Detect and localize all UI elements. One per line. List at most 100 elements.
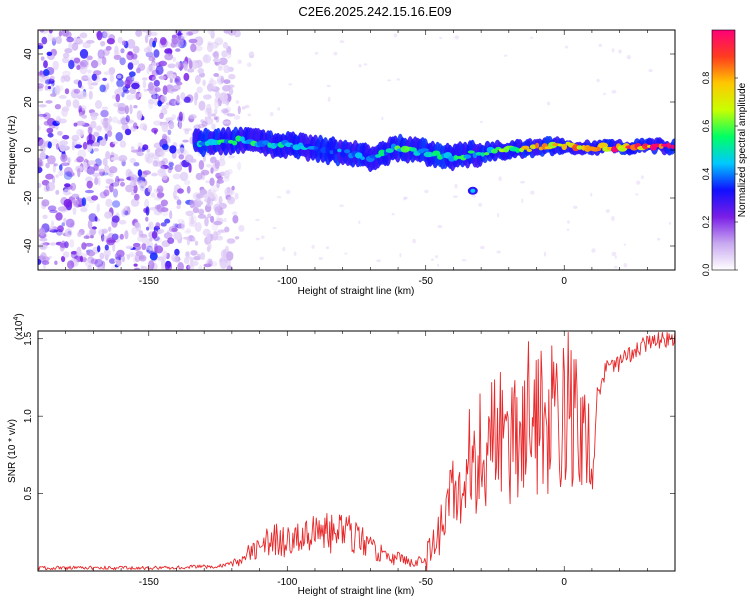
noise-blob bbox=[261, 235, 265, 239]
noise-blob bbox=[79, 32, 88, 39]
noise-blob bbox=[64, 183, 71, 188]
ridge-mark bbox=[529, 144, 537, 150]
ridge-mark bbox=[340, 151, 347, 158]
noise-blob bbox=[148, 100, 154, 110]
noise-blob bbox=[67, 260, 75, 269]
noise-blob bbox=[196, 86, 203, 94]
noise-blob bbox=[118, 86, 123, 91]
noise-blob bbox=[146, 148, 151, 153]
noise-blob bbox=[210, 41, 219, 49]
noise-blob bbox=[194, 45, 203, 52]
noise-blob bbox=[135, 30, 143, 37]
noise-blob bbox=[89, 228, 96, 236]
noise-blob bbox=[76, 64, 81, 71]
colorbar: 0.0 0.2 0.4 0.6 0.8 Normalized spectral ampl… bbox=[701, 29, 748, 276]
noise-blob bbox=[590, 192, 593, 197]
noise-blob bbox=[437, 224, 443, 229]
noise-blob bbox=[613, 265, 618, 269]
noise-blob bbox=[38, 157, 43, 168]
noise-blob bbox=[115, 93, 121, 103]
noise-blob bbox=[216, 75, 224, 85]
noise-blob bbox=[117, 36, 123, 44]
noise-blob bbox=[40, 252, 47, 261]
noise-blob bbox=[64, 191, 72, 195]
noise-blob bbox=[223, 170, 230, 179]
noise-blob bbox=[47, 205, 57, 211]
snr-scale-suffix: ) bbox=[14, 313, 25, 316]
noise-blob bbox=[222, 109, 230, 116]
noise-blob bbox=[216, 179, 224, 184]
ridge-mark bbox=[360, 156, 365, 161]
noise-blob bbox=[86, 134, 96, 144]
noise-blob bbox=[325, 246, 330, 250]
snr-series-line bbox=[38, 332, 675, 571]
noise-blob bbox=[186, 31, 194, 36]
noise-blob bbox=[87, 79, 93, 87]
noise-blob bbox=[217, 229, 224, 233]
noise-blob bbox=[142, 80, 147, 89]
noise-blob bbox=[55, 212, 63, 221]
noise-blob bbox=[96, 30, 103, 41]
colorbar-ticks: 0.0 0.2 0.4 0.6 0.8 bbox=[701, 72, 738, 276]
noise-blob bbox=[133, 263, 138, 267]
noise-blob bbox=[212, 189, 216, 195]
noise-blob bbox=[97, 177, 101, 186]
noise-blob bbox=[185, 210, 194, 217]
noise-blob bbox=[269, 111, 274, 117]
noise-blob bbox=[339, 40, 345, 43]
noise-blob bbox=[148, 221, 154, 231]
noise-blob bbox=[136, 110, 143, 120]
noise-blob bbox=[125, 253, 135, 257]
noise-blob bbox=[439, 36, 443, 40]
snr-frame bbox=[37, 330, 676, 572]
noise-blob bbox=[212, 58, 221, 63]
noise-blob bbox=[412, 238, 416, 244]
noise-blob bbox=[182, 139, 189, 143]
noise-blob bbox=[122, 85, 128, 93]
noise-blob bbox=[209, 30, 215, 38]
noise-blob bbox=[176, 204, 181, 210]
noise-blob bbox=[59, 164, 63, 171]
noise-blob bbox=[38, 258, 42, 265]
noise-blob bbox=[58, 95, 67, 99]
noise-blob bbox=[112, 200, 121, 208]
noise-blob bbox=[148, 56, 156, 62]
noise-blob bbox=[233, 115, 241, 120]
noise-blob bbox=[213, 73, 220, 77]
y-tick-label: 20 bbox=[23, 96, 34, 108]
noise-blob bbox=[178, 111, 183, 122]
noise-blob bbox=[210, 184, 220, 193]
noise-blob bbox=[54, 260, 58, 265]
noise-blob bbox=[132, 184, 138, 194]
noise-blob bbox=[137, 169, 143, 177]
noise-blob bbox=[51, 80, 55, 87]
noise-blob bbox=[202, 79, 206, 87]
noise-blob bbox=[99, 84, 106, 93]
noise-blob bbox=[116, 119, 126, 125]
noise-blob bbox=[128, 71, 136, 77]
noise-blob bbox=[114, 88, 123, 97]
noise-blob bbox=[214, 205, 223, 216]
noise-blob bbox=[272, 226, 277, 230]
noise-blob bbox=[45, 100, 53, 104]
snr-plot-area bbox=[38, 331, 675, 571]
noise-blob bbox=[90, 114, 98, 121]
noise-blob bbox=[153, 99, 159, 106]
noise-blob bbox=[130, 198, 140, 207]
noise-blob bbox=[520, 180, 525, 184]
noise-blob bbox=[213, 59, 217, 62]
noise-blob bbox=[132, 45, 140, 54]
noise-blob bbox=[39, 30, 45, 33]
noise-blob bbox=[57, 130, 63, 136]
noise-blob bbox=[248, 51, 255, 59]
noise-blob bbox=[62, 52, 70, 59]
noise-blob bbox=[97, 136, 103, 141]
noise-blob bbox=[40, 56, 45, 61]
noise-blob bbox=[174, 248, 180, 256]
noise-blob bbox=[234, 192, 239, 200]
noise-blob bbox=[76, 38, 82, 42]
noise-blob bbox=[149, 237, 153, 242]
noise-blob bbox=[142, 170, 151, 175]
noise-blob bbox=[105, 45, 112, 51]
noise-blob bbox=[206, 103, 212, 114]
